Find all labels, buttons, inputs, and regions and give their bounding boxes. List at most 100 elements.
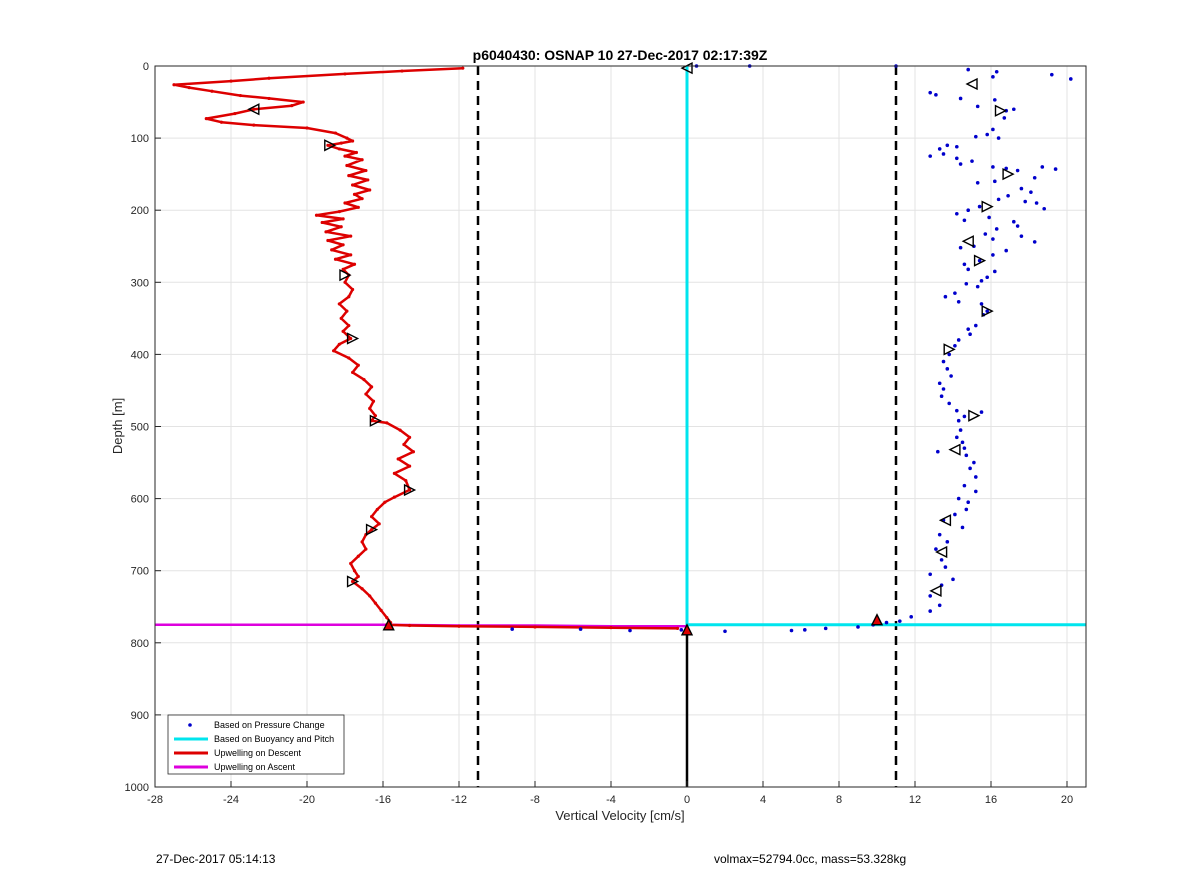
legend-label: Based on Buoyancy and Pitch [214, 734, 334, 744]
descent-point [341, 329, 345, 333]
direction-marker [339, 268, 352, 282]
direction-marker [935, 545, 948, 559]
descent-point [385, 421, 389, 425]
pressure-point [996, 136, 1001, 140]
pressure-point [1032, 240, 1037, 244]
pressure-point [991, 75, 995, 79]
pressure-point [510, 627, 514, 631]
descent-point [373, 414, 377, 418]
direction-marker [929, 584, 942, 598]
pressure-point [1053, 167, 1058, 171]
direction-marker [968, 409, 981, 422]
direction-marker [994, 104, 1008, 117]
descent-point [187, 86, 191, 90]
descent-point [368, 188, 372, 192]
descent-point [347, 173, 351, 178]
pressure-point [958, 428, 963, 432]
descent-point [408, 623, 412, 628]
pressure-point [956, 496, 961, 501]
descent-point [383, 500, 387, 504]
pressure-point [723, 629, 727, 634]
descent-point [360, 587, 364, 591]
descent-point [396, 457, 400, 461]
descent-point [408, 488, 412, 492]
pressure-point [985, 275, 989, 280]
pressure-point [964, 281, 969, 286]
descent-point [345, 136, 349, 140]
descent-point [411, 450, 415, 454]
x-tick-label: -20 [299, 794, 315, 806]
pressure-point [960, 525, 965, 530]
descent-point [360, 540, 364, 544]
pressure-point [983, 232, 988, 236]
descent-point [354, 150, 358, 155]
direction-marker [961, 235, 974, 248]
pressure-point [993, 98, 997, 102]
pressure-point [789, 628, 794, 633]
pressure-point [1069, 77, 1073, 81]
pressure-point [947, 352, 951, 357]
descent-point [461, 66, 465, 70]
pressure-point [975, 181, 980, 185]
descent-point [368, 406, 372, 411]
pressure-point [962, 218, 967, 223]
pressure-point [909, 615, 913, 619]
pressure-point [951, 577, 955, 582]
pressure-point [968, 466, 972, 471]
x-tick-label: 12 [909, 794, 921, 806]
x-axis: -28 -24 -20 -16 -12 -8 -4 0 4 8 12 16 20 [147, 781, 1073, 806]
pressure-point [979, 302, 984, 306]
pressure-point [974, 489, 978, 494]
descent-point [404, 478, 408, 483]
pressure-point [991, 237, 995, 241]
direction-marker [365, 523, 379, 536]
x-tick-label: -8 [530, 794, 540, 806]
pressure-point [977, 258, 982, 263]
pressure-point [985, 309, 989, 313]
pressure-point [966, 267, 970, 272]
pressure-point [962, 414, 967, 419]
descent-point [267, 76, 271, 80]
descent-point [314, 213, 319, 217]
pressure-point [955, 408, 959, 413]
descent-point [252, 123, 256, 127]
pressure-point [1015, 224, 1020, 228]
descent-point [324, 230, 328, 234]
legend-label: Upwelling on Descent [214, 748, 302, 758]
pressure-point [1029, 190, 1033, 194]
pressure-point [941, 387, 946, 391]
pressure-point [960, 440, 965, 445]
descent-point [343, 154, 347, 158]
descent-point [364, 547, 368, 551]
pressure-point [941, 359, 946, 364]
pressure-point [966, 327, 970, 331]
pressure-point [972, 460, 976, 465]
descent-point [337, 210, 341, 214]
descent-point [377, 522, 381, 526]
pressure-point [975, 104, 980, 109]
descent-point [337, 302, 341, 306]
pressure-point [823, 626, 828, 631]
descent-point [370, 528, 374, 532]
y-tick-label: 900 [131, 710, 149, 722]
pressure-point [968, 332, 972, 337]
pressure-point [987, 215, 991, 220]
descent-point [238, 93, 243, 98]
descent-point [371, 399, 376, 403]
y-tick-label: 800 [131, 638, 149, 650]
descent-point [364, 392, 368, 396]
descent-point [326, 143, 330, 147]
descent-point [457, 624, 461, 628]
pressure-point [937, 147, 942, 151]
pressure-point [1050, 72, 1054, 77]
descent-point [392, 495, 396, 499]
descent-point [172, 83, 176, 87]
pressure-point [955, 156, 959, 161]
pressure-point [856, 625, 860, 629]
direction-marker [346, 332, 360, 345]
direction-marker [247, 103, 260, 116]
legend-box [167, 714, 345, 775]
descent-point [339, 225, 343, 229]
descent-point [356, 554, 360, 558]
x-tick-label: 16 [985, 794, 997, 806]
